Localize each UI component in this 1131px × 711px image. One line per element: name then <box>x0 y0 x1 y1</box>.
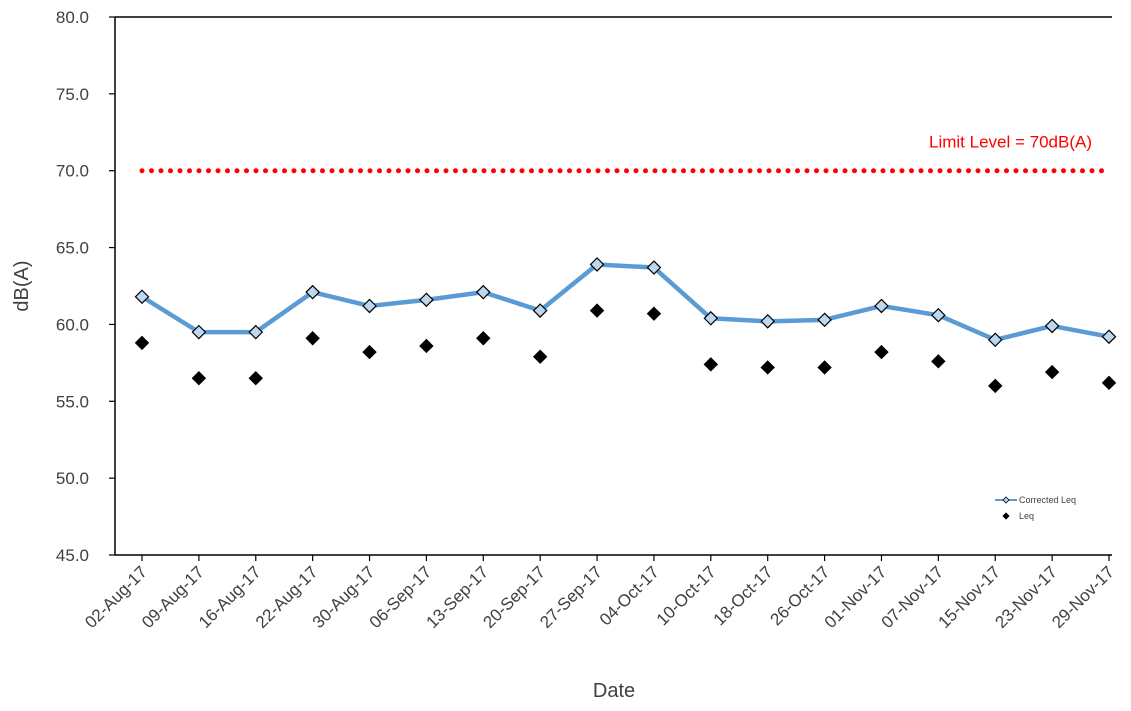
leq-point <box>988 378 1003 394</box>
leq-point <box>703 357 719 372</box>
corrected-leq-point <box>248 324 264 340</box>
x-axis-title: Date <box>593 680 635 702</box>
corrected-leq-point <box>191 324 207 340</box>
leq-point <box>532 349 548 364</box>
leq-point <box>874 344 889 360</box>
legend-marker-leq <box>1002 512 1010 520</box>
corrected-leq-point <box>817 312 832 328</box>
leq-point <box>589 303 605 318</box>
legend: Corrected Leq Leq <box>995 495 1076 521</box>
leq-point <box>191 371 207 386</box>
leq-point <box>646 306 662 321</box>
legend-label-corrected-leq: Corrected Leq <box>1019 495 1076 505</box>
leq-point <box>931 354 946 369</box>
corrected-leq-point <box>703 310 719 326</box>
y-axis-ticks: 45.0 50.0 55.0 60.0 65.0 70.0 75.0 80.0 <box>56 8 115 565</box>
y-tick-label: 55.0 <box>56 392 89 411</box>
corrected-leq-point <box>475 284 491 300</box>
leq-point <box>760 360 775 375</box>
leq-point <box>305 331 320 346</box>
corrected-leq-point <box>931 307 946 323</box>
series-group <box>134 257 1117 394</box>
x-tick-label: 18-Oct-17 <box>710 562 777 629</box>
corrected-leq-point <box>646 260 662 275</box>
corrected-leq-point <box>1044 318 1060 334</box>
axes <box>114 16 1112 556</box>
y-tick-label: 75.0 <box>56 85 89 104</box>
corrected-leq-point <box>1101 329 1117 345</box>
leq-point <box>817 360 832 375</box>
y-tick-label: 80.0 <box>56 8 89 27</box>
leq-point <box>419 338 434 354</box>
leq-point <box>1044 364 1060 380</box>
corrected-leq-point <box>987 332 1003 348</box>
legend-label-leq: Leq <box>1019 511 1034 521</box>
y-tick-label: 60.0 <box>56 315 89 334</box>
leq-point <box>476 331 491 346</box>
limit-label: Limit Level = 70dB(A) <box>929 133 1092 152</box>
legend-marker-corrected-leq <box>1002 496 1010 504</box>
leq-point <box>362 344 377 360</box>
leq-point <box>1101 375 1117 391</box>
corrected-leq-point <box>760 314 776 329</box>
corrected-leq-point <box>134 289 150 305</box>
y-tick-label: 70.0 <box>56 162 89 181</box>
corrected-leq-point <box>305 284 320 300</box>
x-axis-ticks: 02-Aug-1709-Aug-1716-Aug-1722-Aug-1730-A… <box>81 555 1118 632</box>
corrected-leq-point <box>589 257 605 272</box>
x-tick-label: 10-Oct-17 <box>653 562 720 629</box>
leq-point <box>134 335 150 351</box>
corrected-leq-point <box>874 298 889 314</box>
corrected-leq-point <box>419 292 434 308</box>
corrected-leq-point <box>532 303 548 318</box>
y-tick-label: 50.0 <box>56 469 89 488</box>
x-tick-label: 04-Oct-17 <box>596 562 663 629</box>
x-tick-label: 27-Sep-17 <box>536 562 606 632</box>
corrected-leq-point <box>362 298 377 314</box>
leq-point <box>248 371 263 386</box>
y-tick-label: 65.0 <box>56 239 89 258</box>
x-tick-label: 29-Nov-17 <box>1048 562 1118 632</box>
y-axis-title: dB(A) <box>11 260 33 311</box>
corrected-leq-line <box>140 262 1110 343</box>
y-tick-label: 45.0 <box>56 546 89 565</box>
